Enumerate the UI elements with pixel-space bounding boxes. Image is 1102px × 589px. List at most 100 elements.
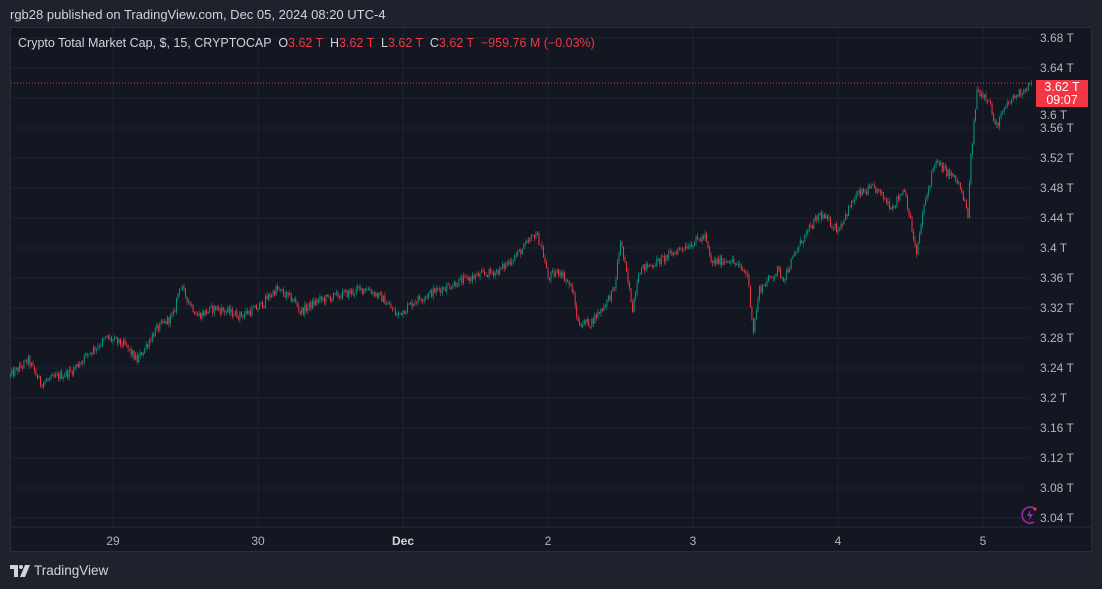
- candle-body: [148, 340, 150, 348]
- y-tick-label: 3.44 T: [1040, 211, 1074, 225]
- candle-body: [991, 103, 993, 115]
- candle-body: [721, 256, 723, 266]
- candle-body: [144, 348, 146, 353]
- candle-body: [573, 292, 575, 295]
- candle-body: [85, 353, 87, 356]
- candle-body: [585, 320, 587, 323]
- candle-body: [846, 214, 848, 216]
- candle-body: [843, 219, 845, 225]
- candle-body: [271, 295, 273, 298]
- candle-body: [473, 275, 475, 279]
- candle-body: [894, 205, 896, 208]
- chart-pane[interactable]: [10, 27, 1092, 552]
- x-tick-label: 3: [690, 534, 697, 548]
- candle-body: [757, 298, 759, 312]
- candle-body: [455, 282, 457, 287]
- candle-body: [638, 274, 640, 283]
- candle-body: [432, 288, 434, 297]
- candle-body: [94, 347, 96, 351]
- candle-body: [529, 238, 531, 242]
- candle-body: [218, 307, 220, 310]
- candle-body: [313, 300, 315, 306]
- candle-body: [284, 294, 286, 298]
- candle-body: [129, 348, 131, 350]
- candle-body: [106, 335, 108, 338]
- candle-body: [642, 264, 644, 268]
- candle-body: [814, 216, 816, 220]
- candle-body: [275, 286, 277, 296]
- candle-body: [366, 289, 368, 291]
- candle-body: [751, 306, 753, 319]
- candle-body: [446, 284, 448, 292]
- candle-body: [231, 308, 233, 317]
- candle-body: [825, 215, 827, 219]
- candle-body: [517, 251, 519, 255]
- candle-body: [115, 337, 117, 339]
- candle-body: [215, 306, 217, 310]
- candle-body: [704, 233, 706, 239]
- candle-body: [132, 350, 134, 355]
- candle-body: [236, 311, 238, 318]
- candle-body: [651, 265, 653, 267]
- candle-body: [1002, 112, 1004, 114]
- candle-body: [835, 223, 837, 233]
- candle-body: [133, 350, 135, 360]
- candle-body: [583, 320, 585, 325]
- candle-body: [92, 347, 94, 354]
- candle-body: [53, 374, 55, 377]
- y-tick-label: 3.64 T: [1040, 61, 1074, 75]
- candle-body: [635, 293, 637, 299]
- candle-body: [109, 337, 111, 339]
- candle-body: [103, 338, 105, 340]
- candle-body: [207, 311, 209, 314]
- x-tick-label: 30: [251, 534, 265, 548]
- candle-body: [675, 252, 677, 255]
- candle-body: [956, 180, 958, 184]
- candle-body: [168, 317, 170, 324]
- candle-body: [885, 199, 887, 203]
- candle-body: [55, 374, 57, 377]
- candle-body: [521, 249, 523, 255]
- candle-body: [632, 302, 634, 313]
- candle-body: [604, 305, 606, 307]
- candle-body: [188, 301, 190, 303]
- candle-body: [23, 360, 25, 368]
- lightning-icon[interactable]: [1019, 504, 1041, 526]
- y-tick-label: 3.08 T: [1040, 481, 1074, 495]
- candle-body: [600, 308, 602, 314]
- candle-body: [811, 225, 813, 229]
- footer-brand[interactable]: TradingView: [10, 563, 108, 578]
- candle-body: [996, 122, 998, 125]
- candle-body: [417, 296, 419, 303]
- candle-body: [70, 369, 72, 371]
- high-label: H: [330, 36, 340, 50]
- candle-body: [82, 361, 84, 363]
- candle-body: [86, 353, 88, 355]
- candle-body: [222, 307, 224, 311]
- candle-body: [908, 209, 910, 216]
- candle-body: [603, 305, 605, 311]
- candle-body: [937, 161, 939, 162]
- candle-body: [790, 259, 792, 269]
- candle-body: [799, 240, 801, 246]
- candle-body: [935, 161, 937, 165]
- candle-body: [900, 194, 902, 196]
- candle-body: [290, 293, 292, 302]
- candle-body: [95, 348, 97, 351]
- candle-body: [317, 299, 319, 303]
- candle-body: [375, 293, 377, 296]
- candle-body: [878, 189, 880, 190]
- symbol-title[interactable]: Crypto Total Market Cap, $, 15, CRYPTOCA…: [18, 36, 272, 50]
- candle-body: [153, 334, 155, 337]
- candle-body: [828, 217, 830, 219]
- candle-body: [434, 288, 436, 293]
- candle-body: [689, 244, 691, 248]
- candle-body: [407, 304, 409, 312]
- candle-body: [331, 298, 333, 302]
- candle-body: [988, 100, 990, 102]
- candle-body: [783, 277, 785, 282]
- candle-body: [805, 232, 807, 235]
- candle-body: [440, 289, 442, 294]
- candle-body: [716, 258, 718, 264]
